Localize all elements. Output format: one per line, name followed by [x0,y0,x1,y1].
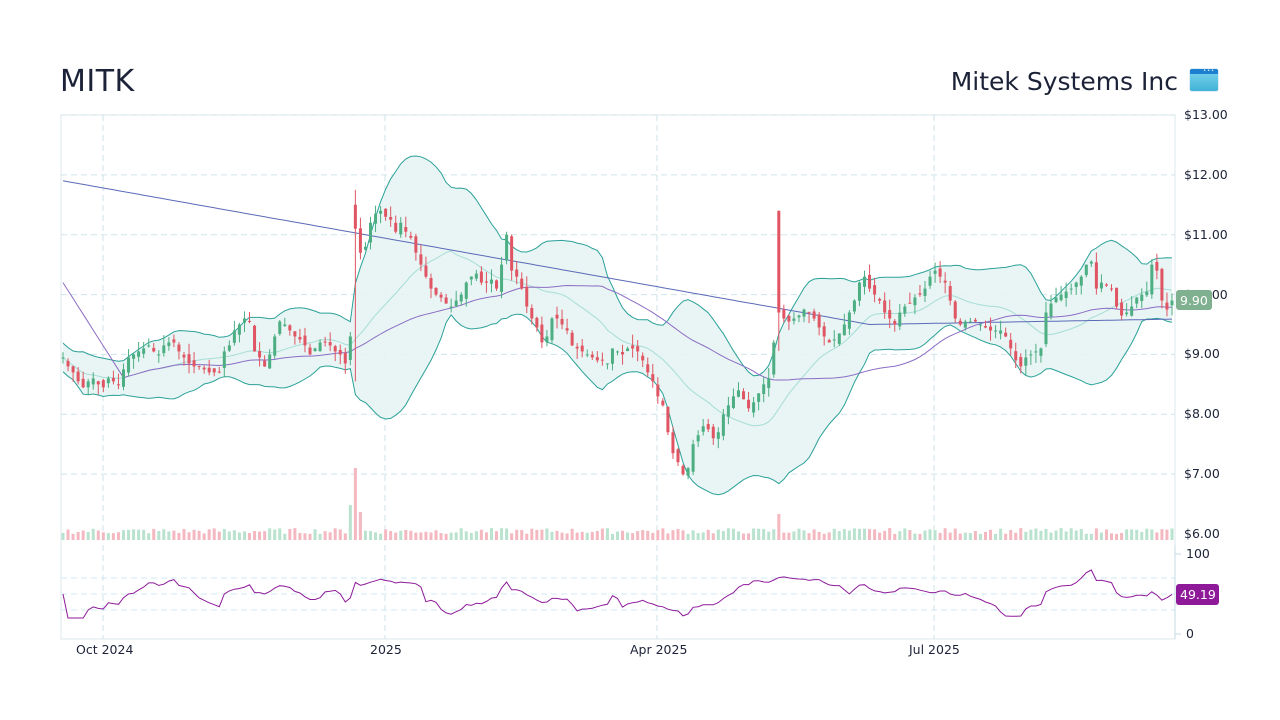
price-label: $12.00 [1184,167,1228,182]
price-label: $7.00 [1184,466,1220,481]
price-label: $13.00 [1184,107,1228,122]
volume-bars [61,468,1174,540]
price-label: $8.00 [1184,406,1220,421]
company-name: Mitek Systems Inc [950,67,1178,96]
price-label: $9.00 [1184,346,1220,361]
x-label-2025: 2025 [370,642,402,657]
price-label: $6.00 [1184,526,1220,541]
x-label-oct-2024: Oct 2024 [76,642,133,657]
last-price-badge: 9.90 [1176,290,1212,310]
ticker-symbol: MITK [60,64,135,99]
x-label-jul-2025: Jul 2025 [908,642,960,657]
rsi-value-badge: 49.19 [1176,584,1219,605]
svg-text:9.90: 9.90 [1180,293,1208,308]
rsi-panel [62,569,1173,619]
price-label: $11.00 [1184,227,1228,242]
rsi-label-0: 0 [1186,626,1194,641]
candlesticks [61,189,1174,480]
window-icon: ••• [1190,69,1218,91]
x-label-apr-2025: Apr 2025 [630,642,687,657]
svg-text:49.19: 49.19 [1180,587,1216,602]
axes: $13.00 $12.00 $11.00 $10.00 $9.00 $8.00 … [76,107,1228,657]
bollinger-bands [62,155,1173,496]
moving-averages [62,180,1173,381]
rsi-label-100: 100 [1186,546,1210,561]
